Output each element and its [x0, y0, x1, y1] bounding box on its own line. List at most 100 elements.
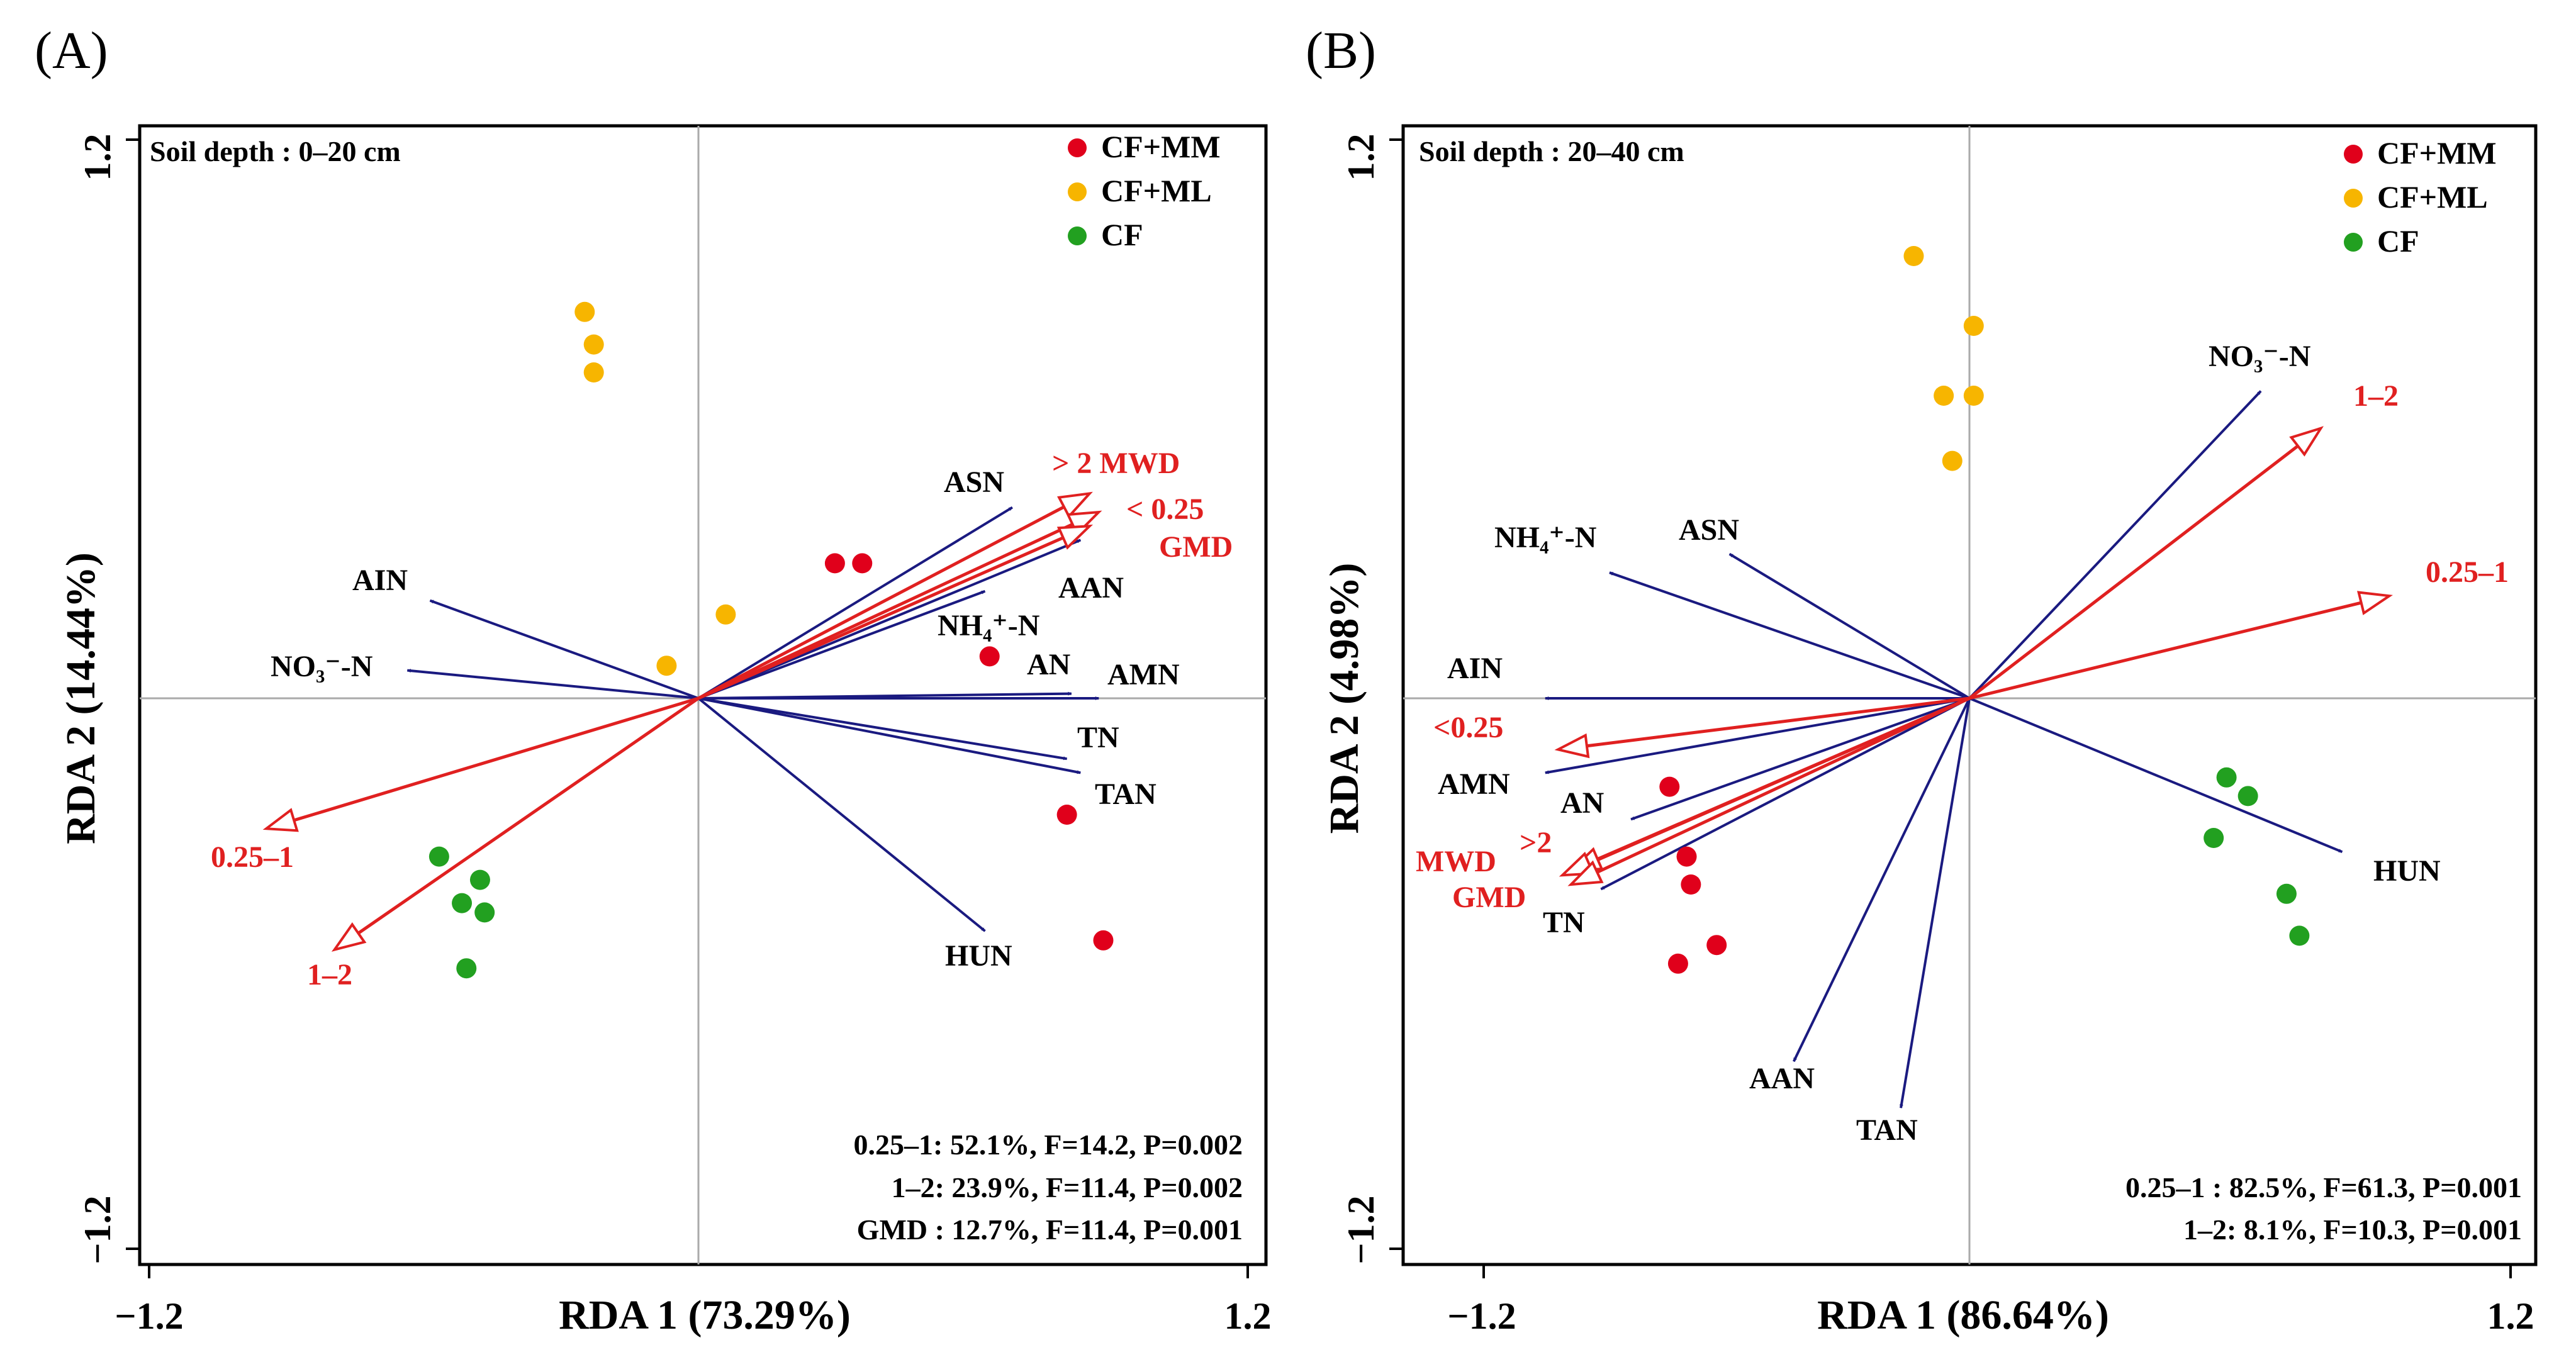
panel-b-species-arrow-tan [1899, 698, 1971, 1108]
panel-a-env-label-gmd: GMD [1159, 530, 1233, 564]
panel-a-point-cf [474, 902, 495, 923]
panel-a-ytick-label-bottom: −1.2 [77, 1195, 118, 1264]
panel-b-env-arrow-gmd [1596, 696, 1971, 874]
panel-a-point-cf-ml [574, 301, 595, 322]
panel-a-legend-marker-cfmm [1068, 138, 1087, 157]
panel-a-env-arrowhead-2-mwd [1057, 491, 1093, 519]
panel-b-point-cf-ml [1934, 386, 1954, 406]
panel-a-legend-marker-cfml [1068, 182, 1087, 201]
panel-b-stat-line: 0.25–1 : 82.5%, F=61.3, P=0.001 [2125, 1171, 2522, 1203]
panel-b-point-cf-mm [1659, 776, 1680, 797]
panel-b-ytick-label-top: 1.2 [1340, 134, 1382, 181]
panel-b-point-cf-ml [1963, 386, 1984, 406]
panel-a-species-label-aan: AAN [1058, 571, 1124, 605]
panel-b-points [1659, 246, 2310, 974]
panel-b-species-arrow-no-n [1968, 390, 2262, 700]
panel-b-env-arrowhead-gmd [1567, 860, 1604, 886]
panel-a-ytick-label-top: 1.2 [77, 134, 118, 181]
panel-a-legend-label-cfmm: CF+MM [1101, 129, 1221, 164]
panel-a-env-arrows [262, 491, 1102, 952]
panel-b-env-label-gmd: GMD [1452, 881, 1526, 914]
panel-a-species-arrow-asn [697, 506, 1013, 700]
panel-b-legend-label-cfml: CF+ML [2377, 179, 2488, 215]
panel-a-env-arrow-gmd [697, 536, 1064, 700]
panel-b-point-cf [2276, 883, 2297, 904]
panel-a-env-label-025-1: 0.25–1 [211, 840, 294, 874]
panel-b-species-arrow-an [1630, 697, 1970, 821]
panel-a-plot-frame [138, 124, 1268, 1266]
panel-b-point-cf-ml [1942, 450, 1963, 471]
panel-b-species-label-ain: AIN [1447, 652, 1503, 685]
panel-a-y-axis-title: RDA 2 (14.44%) [58, 552, 104, 844]
panel-b-point-cf-mm [1681, 874, 1701, 895]
panel-b-env-label-mwd: MWD [1416, 845, 1496, 878]
panel-a-stat-line: GMD : 12.7%, F=11.4, P=0.001 [857, 1214, 1243, 1246]
panel-b-legend-label-cf: CF [2377, 223, 2419, 259]
panel-a-species-arrow-tan [698, 697, 1081, 774]
panel-a-species-label-tn: TN [1077, 721, 1119, 754]
panel-b-point-cf [2289, 925, 2310, 946]
panel-b-env-arrow-0-25-1 [1969, 601, 2362, 700]
panel-a-species-arrow-hun [697, 697, 986, 932]
panel-b-species-label-asn: ASN [1679, 513, 1739, 547]
panel-a-species-label-asn: ASN [944, 466, 1004, 499]
panel-a-xtick-label-left: −1.2 [115, 1295, 183, 1337]
panel-a-point-cf-ml [583, 334, 604, 355]
panel-b-ytick-label-bottom: −1.2 [1340, 1195, 1382, 1264]
panel-b-env-arrow-1-2 [1968, 444, 2299, 700]
panel-b-point-cf-mm [1706, 935, 1727, 956]
panel-a-point-cf-mm [979, 646, 1000, 667]
panel-a-x-axis-title: RDA 1 (73.29%) [559, 1292, 851, 1338]
panel-b-species-label-tan: TAN [1856, 1114, 1918, 1147]
panel-b-species-label-nh4: NH₄⁺-N [1494, 521, 1597, 554]
panel-b-stats: 0.25–1 : 82.5%, F=61.3, P=0.001 1–2: 8.1… [2125, 1171, 2522, 1246]
panel-a-species-label-amn: AMN [1107, 658, 1180, 691]
panel-a-point-cf [469, 869, 490, 890]
panel-b-label: (B) [1306, 21, 1376, 80]
panel-a-env-label-1-2: 1–2 [307, 958, 352, 991]
panel-a-species-arrow-ain [429, 599, 699, 700]
panel-b-species-arrow-asn [1728, 552, 1971, 700]
panel-a-stats: 0.25–1: 52.1%, F=14.2, P=0.002 1–2: 23.9… [854, 1129, 1243, 1246]
panel-b-species-label-amn: AMN [1438, 768, 1510, 801]
panel-b-env-label-1-2: 1–2 [2353, 379, 2399, 413]
panel-a-env-arrowhead-gmd [1056, 524, 1094, 550]
panel-a-species-label-an: AN [1027, 648, 1071, 681]
panel-b-env-arrowhead-1-2 [2289, 426, 2324, 457]
panel-b: (B) −1.2 1.2 1.2 −1.2 RDA 1 (86.64%) RDA… [1306, 21, 2538, 1338]
panel-b-species-arrow-aan [1792, 698, 1971, 1063]
panel-a-legend: CF+MM CF+ML CF [1068, 129, 1221, 252]
panel-a-stat-line: 1–2: 23.9%, F=11.4, P=0.002 [892, 1171, 1243, 1203]
panel-b-env-arrows [1554, 426, 2393, 886]
panel-b-env-label-025-1: 0.25–1 [2426, 555, 2509, 589]
panel-b-point-cf-mm [1667, 953, 1688, 974]
panel-b-species-label-an: AN [1560, 786, 1604, 820]
panel-a-point-cf-ml [583, 362, 604, 382]
panel-a-species-arrow-nh-n [698, 589, 986, 700]
panel-a-env-label-lt025: < 0.25 [1126, 493, 1204, 526]
panel-a-species-arrow-no-n [406, 669, 699, 700]
panel-b-point-cf [2204, 828, 2224, 848]
panel-a-species-label-tan: TAN [1095, 778, 1156, 811]
panel-b-legend-marker-cf [2344, 233, 2363, 252]
panel-a-env-arrow-1-2 [357, 696, 700, 935]
panel-b-title: Soil depth : 20–40 cm [1419, 135, 1684, 167]
panel-a-env-arrow-0-25-1 [293, 696, 699, 822]
panel-b-legend-label-cfmm: CF+MM [2377, 135, 2497, 170]
panel-b-y-axis-title: RDA 2 (4.98%) [1321, 563, 1367, 834]
panel-b-point-cf-mm [1676, 846, 1697, 867]
panel-b-legend-marker-cfmm [2344, 145, 2363, 164]
panel-a-species-label-ain: AIN [352, 564, 408, 597]
panel-a-point-cf-mm [824, 553, 845, 574]
panel-b-env-arrow-mwd [1588, 696, 1970, 866]
panel-a-label: (A) [35, 21, 108, 80]
panel-a-env-label-mwd: > 2 MWD [1052, 447, 1180, 480]
panel-a-point-cf-mm [1093, 930, 1114, 951]
panel-b-species-label-hun: HUN [2373, 854, 2441, 888]
panel-b-species-arrows [1545, 390, 2362, 1108]
panel-a-species-arrows [293, 505, 1099, 935]
panel-b-point-cf-ml [1903, 246, 1924, 266]
panel-b-labels: NO₃⁻-N NH₄⁺-N ASN AIN AMN AN TN AAN TAN … [1416, 340, 2509, 1147]
panel-a-env-arrowhead-1-2 [331, 922, 367, 952]
